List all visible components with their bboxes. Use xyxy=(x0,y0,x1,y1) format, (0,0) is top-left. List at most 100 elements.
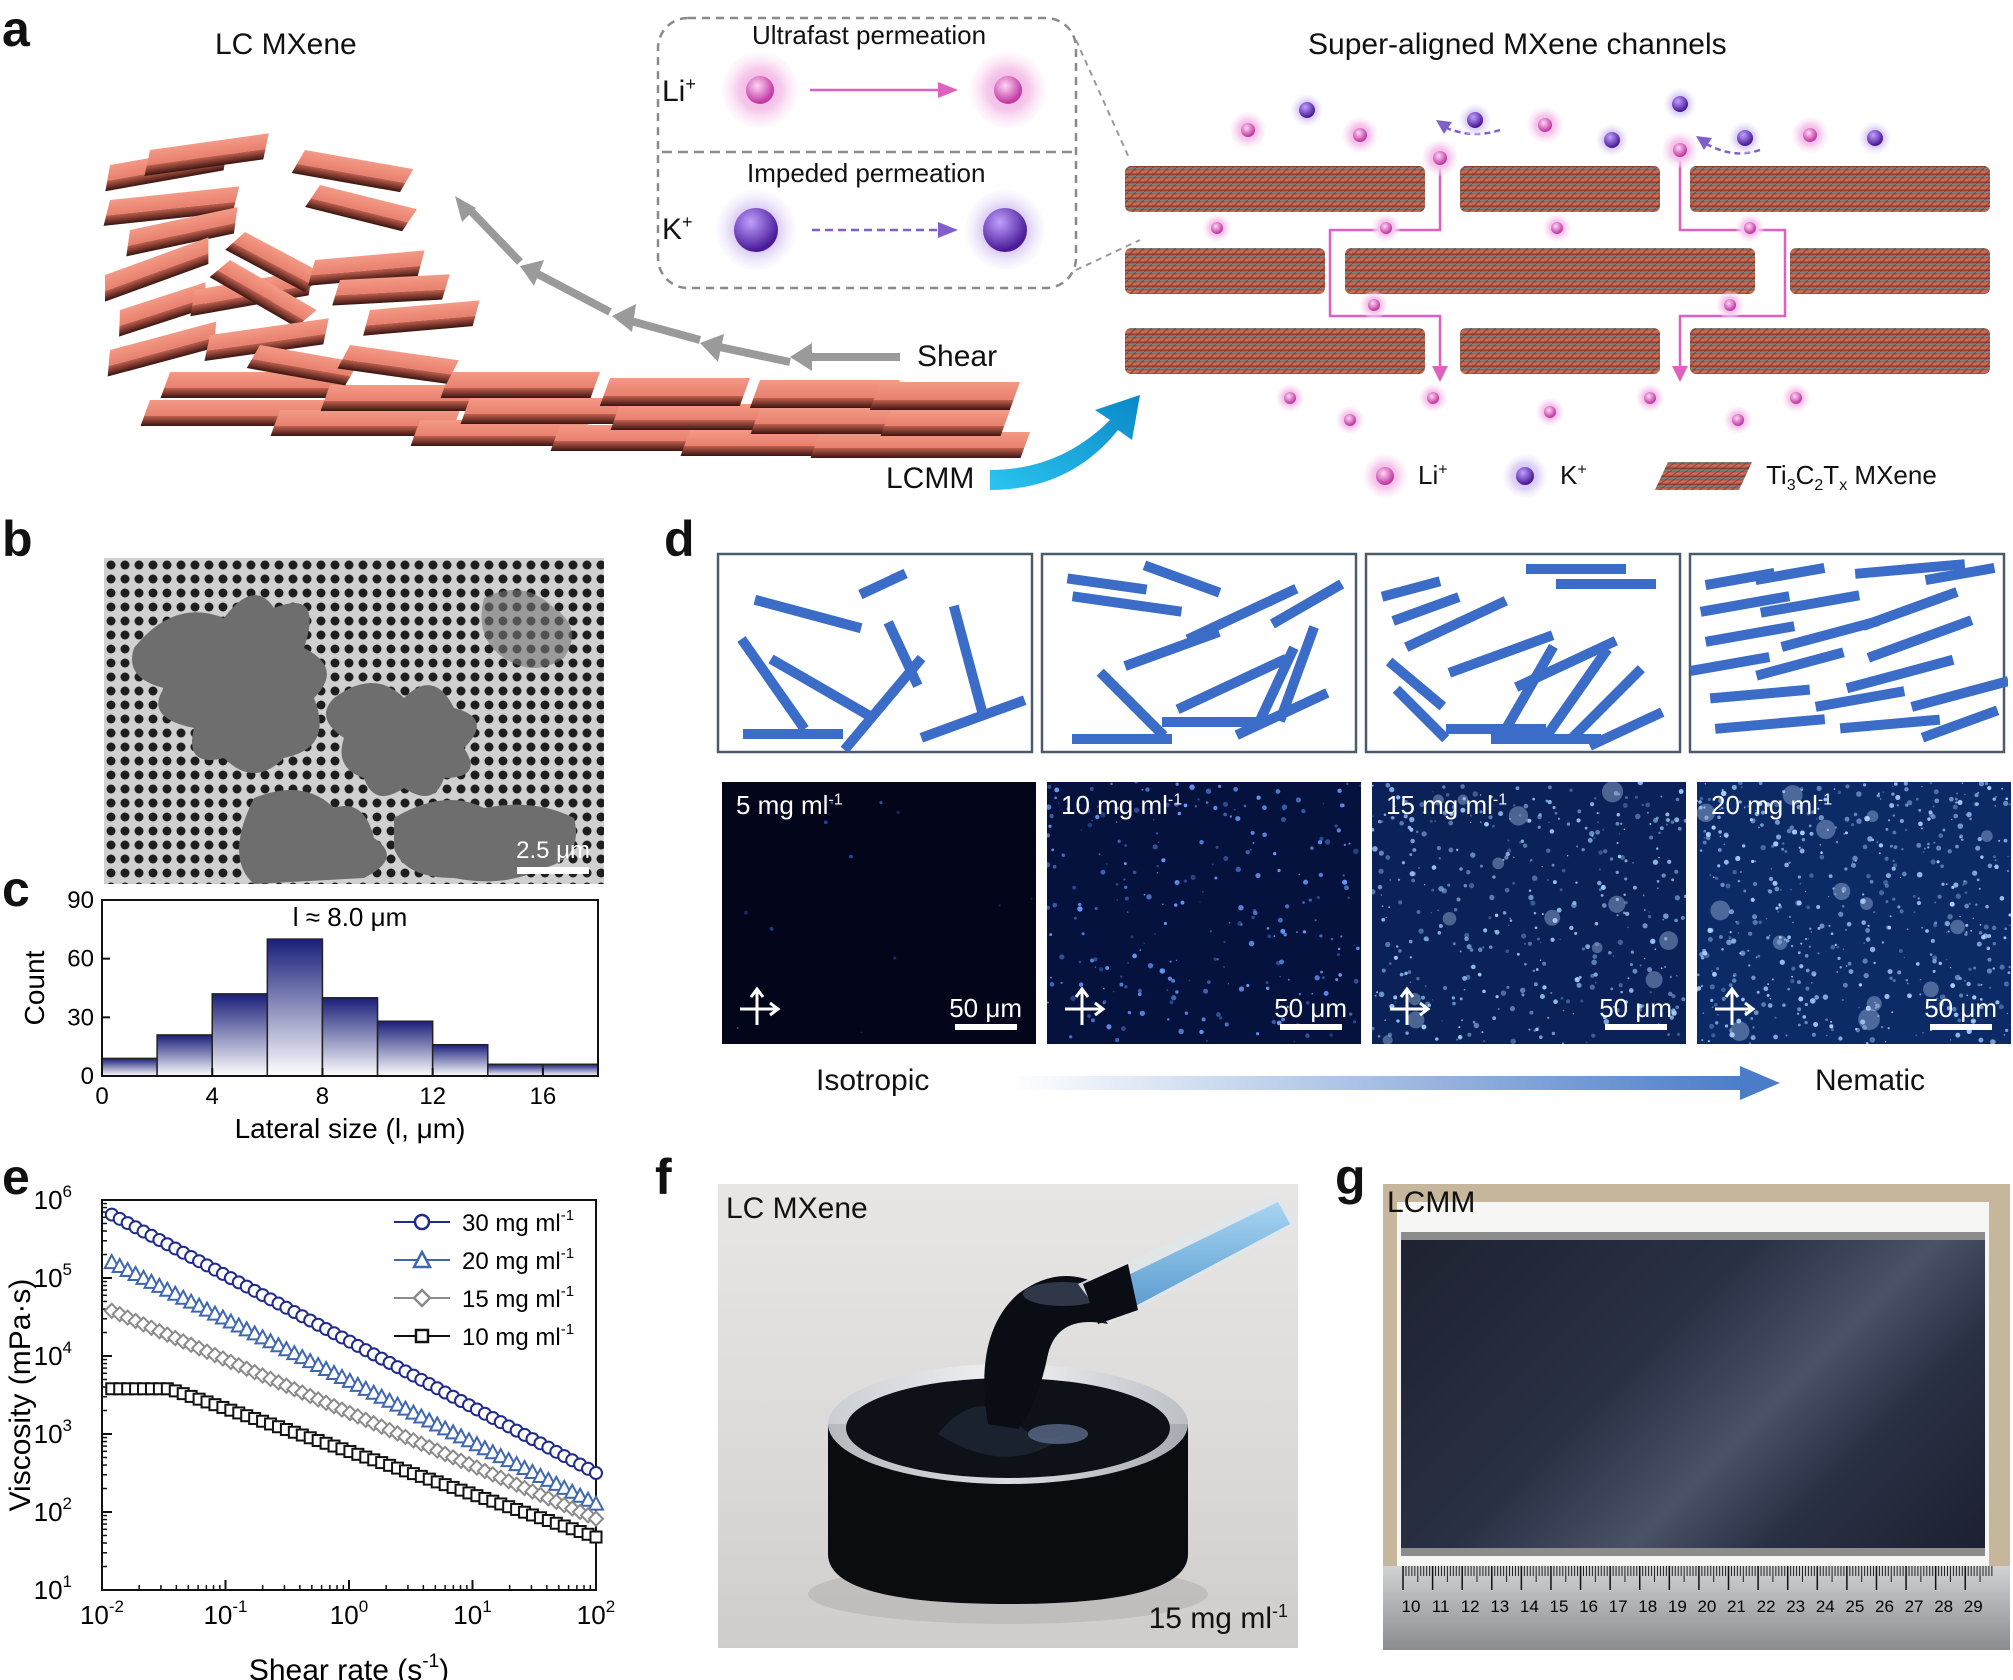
legend-entry: 30 mg ml-1 xyxy=(462,1207,574,1237)
pom-label-20: 20 mg ml-1 xyxy=(1711,790,1833,820)
polarizer-cross-icon xyxy=(732,985,782,1034)
lcmm-membrane xyxy=(1401,1234,1985,1554)
legend-k-text: K+ xyxy=(1560,460,1587,490)
data-point xyxy=(365,1383,383,1400)
sem-image: 2.5 μm xyxy=(104,558,604,884)
x-tick-label: 0 xyxy=(95,1083,108,1110)
data-point xyxy=(579,1490,597,1507)
panel-label-b: b xyxy=(2,511,33,567)
data-point xyxy=(388,1395,407,1412)
y-tick-label: 103 xyxy=(34,1416,72,1449)
ruler-label: 29 xyxy=(1964,1597,1983,1616)
data-point xyxy=(452,1427,470,1444)
x-axis-label: Lateral size (l, μm) xyxy=(235,1113,466,1144)
data-point xyxy=(587,1510,605,1528)
data-point xyxy=(460,1431,478,1448)
lc-mxene-title: LC MXene xyxy=(215,28,357,61)
data-point xyxy=(500,1472,518,1490)
legend-mxene-text: Ti3C2Tx MXene xyxy=(1766,460,1937,495)
x-tick-label: 101 xyxy=(453,1597,491,1630)
data-point xyxy=(468,1435,486,1452)
data-point xyxy=(142,1272,161,1289)
y-tick-label: 102 xyxy=(34,1494,72,1527)
data-point xyxy=(325,1363,343,1380)
histogram-bar xyxy=(542,1063,599,1077)
lc-mxene-photo: LC MXene 15 mg ml-1 xyxy=(718,1184,1298,1648)
data-point xyxy=(182,1292,200,1309)
x-tick-label: 102 xyxy=(577,1597,615,1630)
shear-arrowheads xyxy=(455,196,812,371)
permeation-inset-box xyxy=(656,16,1078,290)
data-point xyxy=(372,1387,391,1404)
data-point xyxy=(428,1415,446,1432)
legend-li-text: Li+ xyxy=(1418,460,1448,490)
x-tick-label: 12 xyxy=(419,1083,446,1110)
y-tick-label: 0 xyxy=(81,1063,94,1090)
data-point xyxy=(134,1268,153,1285)
panel-label-d: d xyxy=(664,511,695,567)
panel-a-illustration xyxy=(103,16,1990,498)
data-point xyxy=(476,1439,494,1456)
histogram-bar xyxy=(266,938,324,1077)
ruler-label: 12 xyxy=(1461,1597,1480,1616)
data-point xyxy=(190,1296,208,1313)
ruler-label: 19 xyxy=(1668,1597,1687,1616)
ruler-label: 26 xyxy=(1875,1597,1894,1616)
data-point xyxy=(484,1443,502,1460)
data-point xyxy=(301,1351,319,1369)
aligned-flakes xyxy=(140,372,1030,458)
polarizer-cross-icon xyxy=(1057,985,1107,1034)
histogram-chart: 0 4 8 12 16 0 30 60 90 Lateral size (l, μm) Count l… xyxy=(19,887,599,1144)
disordered-flakes xyxy=(103,133,480,386)
panel-label-f: f xyxy=(655,1149,672,1205)
pom-image-5: 5 mg ml-1 50 μm xyxy=(722,782,1036,1044)
data-point xyxy=(341,1371,359,1388)
data-point xyxy=(238,1320,256,1337)
data-point xyxy=(174,1288,192,1305)
data-point xyxy=(222,1312,240,1329)
x-tick-label: 100 xyxy=(330,1597,368,1630)
li-paths xyxy=(1328,160,1787,370)
sem-scale-bar: 2.5 μm xyxy=(516,837,590,874)
data-point xyxy=(126,1264,145,1281)
data-point xyxy=(246,1363,264,1381)
inset-ultrafast-label: Ultrafast permeation xyxy=(752,20,987,50)
pom-image-20: 20 mg ml-1 50 μm xyxy=(1697,782,2011,1044)
data-point xyxy=(277,1340,296,1357)
data-point xyxy=(317,1359,335,1377)
histogram-bar xyxy=(156,1034,213,1077)
panel-label-e: e xyxy=(2,1149,30,1205)
y-axis-label: Count xyxy=(19,950,50,1025)
data-point xyxy=(357,1379,375,1396)
ruler-label: 18 xyxy=(1638,1597,1657,1616)
isotropic-to-nematic-arrow xyxy=(1010,1066,1780,1100)
data-point xyxy=(555,1478,573,1495)
sem-texture xyxy=(104,558,604,884)
panel-label-c: c xyxy=(2,861,30,917)
small-ions xyxy=(1203,88,1891,434)
data-point xyxy=(507,1454,526,1472)
histogram-bar xyxy=(376,1020,434,1077)
y-tick-label: 101 xyxy=(34,1572,72,1605)
data-point xyxy=(380,1391,399,1408)
ruler-label: 27 xyxy=(1905,1597,1924,1616)
shear-label: Shear xyxy=(917,340,998,373)
data-point xyxy=(349,1375,367,1392)
data-point xyxy=(150,1276,169,1293)
inset-li-label: Li+ xyxy=(662,74,696,108)
x-axis-label: Shear rate (s-1) xyxy=(249,1651,449,1680)
rod-schematic-box xyxy=(1688,552,2006,754)
pom-image-15: 15 mg ml-1 50 μm xyxy=(1372,782,1686,1044)
data-point xyxy=(333,1367,351,1384)
legend-mxene-icon xyxy=(1654,462,1752,490)
pom-scale-bar-5: 50 μm xyxy=(949,993,1022,1030)
mean-size-annotation: l ≈ 8.0 μm xyxy=(293,902,408,932)
data-point xyxy=(269,1336,288,1353)
data-point xyxy=(158,1280,177,1297)
data-point xyxy=(404,1403,423,1420)
isotropic-label: Isotropic xyxy=(816,1064,930,1097)
ruler-label: 25 xyxy=(1845,1597,1864,1616)
x-tick-label: 16 xyxy=(530,1083,557,1110)
ruler-label: 14 xyxy=(1520,1597,1539,1616)
pom-image-10: 10 mg ml-1 50 μm xyxy=(1047,782,1361,1044)
